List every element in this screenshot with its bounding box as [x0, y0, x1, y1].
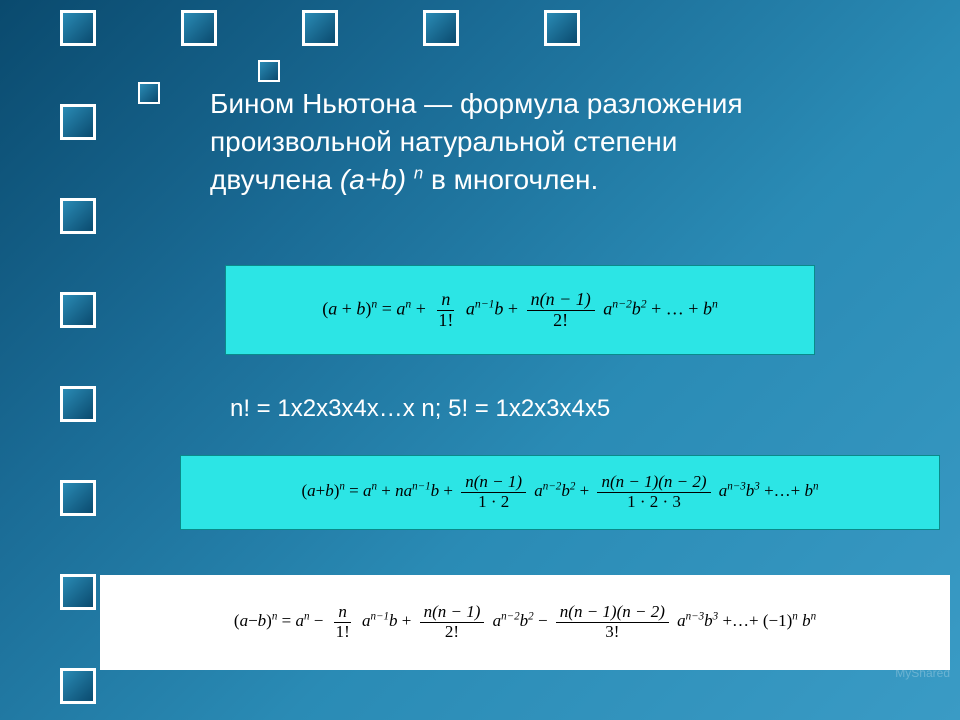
- f1-t3be: 2: [641, 297, 647, 310]
- f2-t4be: 3: [754, 481, 760, 493]
- f3-signe: n: [792, 611, 798, 623]
- f3-t2d: 1!: [332, 623, 354, 642]
- bullet-square-small: [138, 82, 160, 104]
- f3-t3d: 2!: [441, 623, 463, 642]
- bullet-square: [181, 10, 217, 46]
- title-line1: Бином Ньютона — формула разложения: [210, 88, 743, 119]
- bullet-square: [60, 480, 96, 516]
- f2-t3ae: n−2: [543, 481, 562, 493]
- f3-t3ae: n−2: [501, 611, 520, 623]
- f2-t3be: 2: [570, 481, 576, 493]
- f2-dots: +…+: [764, 481, 800, 500]
- f1-t2ae: n−1: [475, 297, 495, 310]
- f2-t3a: a: [534, 481, 543, 500]
- f3-sign: (−1): [763, 611, 792, 630]
- watermark: MyShared: [895, 666, 950, 680]
- title-line2: произвольной натуральной степени: [210, 126, 677, 157]
- f3-t3be: 2: [528, 611, 534, 623]
- f1-t3num: n(n − 1): [527, 290, 595, 311]
- f1-t3a: a: [603, 298, 612, 318]
- formula-binomial-3: (a−b)n = an − n1! an−1b + n(n − 1)2! an−…: [100, 575, 950, 670]
- bullet-square: [302, 10, 338, 46]
- f3-t3b: b: [520, 611, 529, 630]
- f3-t4a: a: [677, 611, 686, 630]
- f3-t4n: n(n − 1)(n − 2): [556, 603, 669, 623]
- f3-lhse: n: [272, 611, 278, 623]
- bullet-square: [423, 10, 459, 46]
- bullet-square: [60, 198, 96, 234]
- bullet-square: [544, 10, 580, 46]
- f3-t4ae: n−3: [686, 611, 705, 623]
- f1-t2num: n: [437, 290, 454, 311]
- bullet-square: [60, 574, 96, 610]
- f1-t3den: 2!: [549, 311, 572, 331]
- bullet-square: [60, 292, 96, 328]
- f1-t2a: a: [466, 298, 475, 318]
- f3-t3n: n(n − 1): [420, 603, 485, 623]
- bullet-square-small: [258, 60, 280, 82]
- f1-t2den: 1!: [434, 311, 457, 331]
- f2-t2c: na: [395, 481, 412, 500]
- f2-t2e: n−1: [412, 481, 431, 493]
- slide-title: Бином Ньютона — формула разложения произ…: [210, 85, 910, 198]
- f3-t2b: b: [389, 611, 398, 630]
- bullet-square: [60, 10, 96, 46]
- bullet-square: [60, 386, 96, 422]
- f3-t4d: 3!: [601, 623, 623, 642]
- f1-t2b: b: [494, 298, 503, 318]
- bullet-square: [60, 104, 96, 140]
- f2-last: b: [805, 481, 814, 500]
- title-exp: n: [414, 163, 423, 182]
- f2-t3n: n(n − 1): [461, 473, 526, 493]
- bullet-square: [60, 668, 96, 704]
- title-line3-suffix: в многочлен.: [423, 164, 598, 195]
- factorial-text: n! = 1x2x3x4x…x n; 5! = 1x2x3x4x5: [230, 395, 610, 423]
- f1-dots: + … +: [651, 298, 698, 318]
- f2-t1: a: [363, 481, 372, 500]
- f3-t4be: 3: [713, 611, 719, 623]
- f2-t4n: n(n − 1)(n − 2): [597, 473, 710, 493]
- f2-t3b: b: [561, 481, 570, 500]
- f1-laste: n: [712, 297, 718, 310]
- f3-t3a: a: [493, 611, 502, 630]
- f3-dots: +…+: [722, 611, 758, 630]
- f3-t1e: n: [304, 611, 310, 623]
- f1-t3b: b: [632, 298, 641, 318]
- f1-t1e: n: [405, 297, 411, 310]
- f3-t4b: b: [704, 611, 713, 630]
- f3-t2a: a: [362, 611, 371, 630]
- f1-t3ae: n−2: [612, 297, 632, 310]
- formula-binomial-2: (a+b)n = an + nan−1b + n(n − 1)1 · 2 an−…: [180, 455, 940, 530]
- f3-t1: a: [295, 611, 304, 630]
- f3-t2ae: n−1: [371, 611, 390, 623]
- f3-last: b: [802, 611, 811, 630]
- top-bullet-row: [60, 10, 580, 46]
- f1-lhs-exp: n: [371, 297, 377, 310]
- f2-t3d: 1 · 2: [474, 493, 513, 512]
- f2-t4ae: n−3: [727, 481, 746, 493]
- f1-last: b: [703, 298, 712, 318]
- f3-t2n: n: [334, 603, 351, 623]
- title-formula: (a+b): [340, 164, 406, 195]
- f3-laste: n: [811, 611, 817, 623]
- f2-t4d: 1 · 2 · 3: [623, 493, 685, 512]
- left-bullet-col: [60, 10, 96, 704]
- f1-a: a: [328, 298, 337, 318]
- formula-binomial-1: (a + b)n = an + n1! an−1b + n(n − 1)2! a…: [225, 265, 815, 355]
- f2-laste: n: [813, 481, 819, 493]
- f2-t1e: n: [372, 481, 378, 493]
- f2-lhse: n: [339, 481, 345, 493]
- f1-t1: a: [396, 298, 405, 318]
- f2-t4a: a: [719, 481, 728, 500]
- f2-t2b: b: [431, 481, 440, 500]
- title-line3-prefix: двучлена: [210, 164, 340, 195]
